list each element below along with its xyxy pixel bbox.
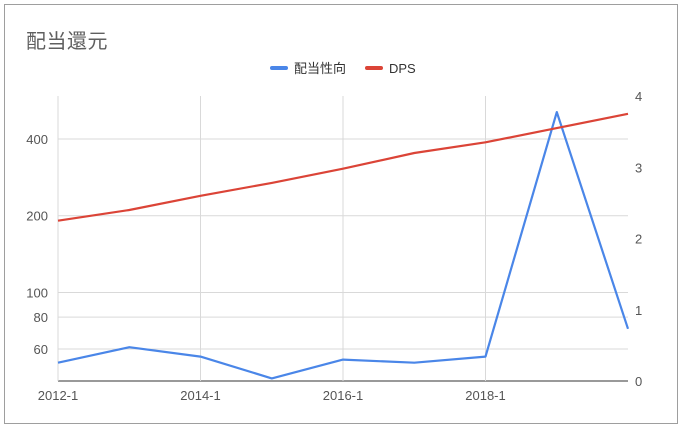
series-line-2 <box>57 112 629 222</box>
chart-frame: 配当還元 <box>4 4 678 424</box>
chart-title: 配当還元 <box>26 29 108 53</box>
right-axis-tick-label: 2 <box>635 232 642 247</box>
left-axis-tick-label: 100 <box>26 285 48 300</box>
x-axis-tick-label: 2014-1 <box>180 388 220 403</box>
x-axis-tick-label: 2012-1 <box>38 388 78 403</box>
x-axis-tick-label: 2016-1 <box>323 388 363 403</box>
left-axis-tick-label: 80 <box>34 310 48 325</box>
grid-layer <box>57 96 628 382</box>
series-layer <box>57 110 630 380</box>
legend-label: DPS <box>389 61 416 76</box>
right-axis-tick-label: 3 <box>635 160 642 175</box>
axis-layer: 60 80 100 200 400 0 1 2 3 4 2012-1 2014-1 2016-1 2018… <box>26 89 642 403</box>
right-axis-tick-label: 0 <box>635 374 642 389</box>
legend-label: 配当性向 <box>294 61 346 76</box>
left-axis-tick-label: 200 <box>26 209 48 224</box>
legend: 配当性向 DPS <box>270 61 416 76</box>
x-axis-tick-label: 2018-1 <box>465 388 505 403</box>
right-axis-tick-label: 4 <box>635 89 642 104</box>
left-axis-tick-label: 60 <box>34 342 48 357</box>
series-line-1 <box>57 110 630 380</box>
left-axis-tick-label: 400 <box>26 132 48 147</box>
right-axis-tick-label: 1 <box>635 303 642 318</box>
